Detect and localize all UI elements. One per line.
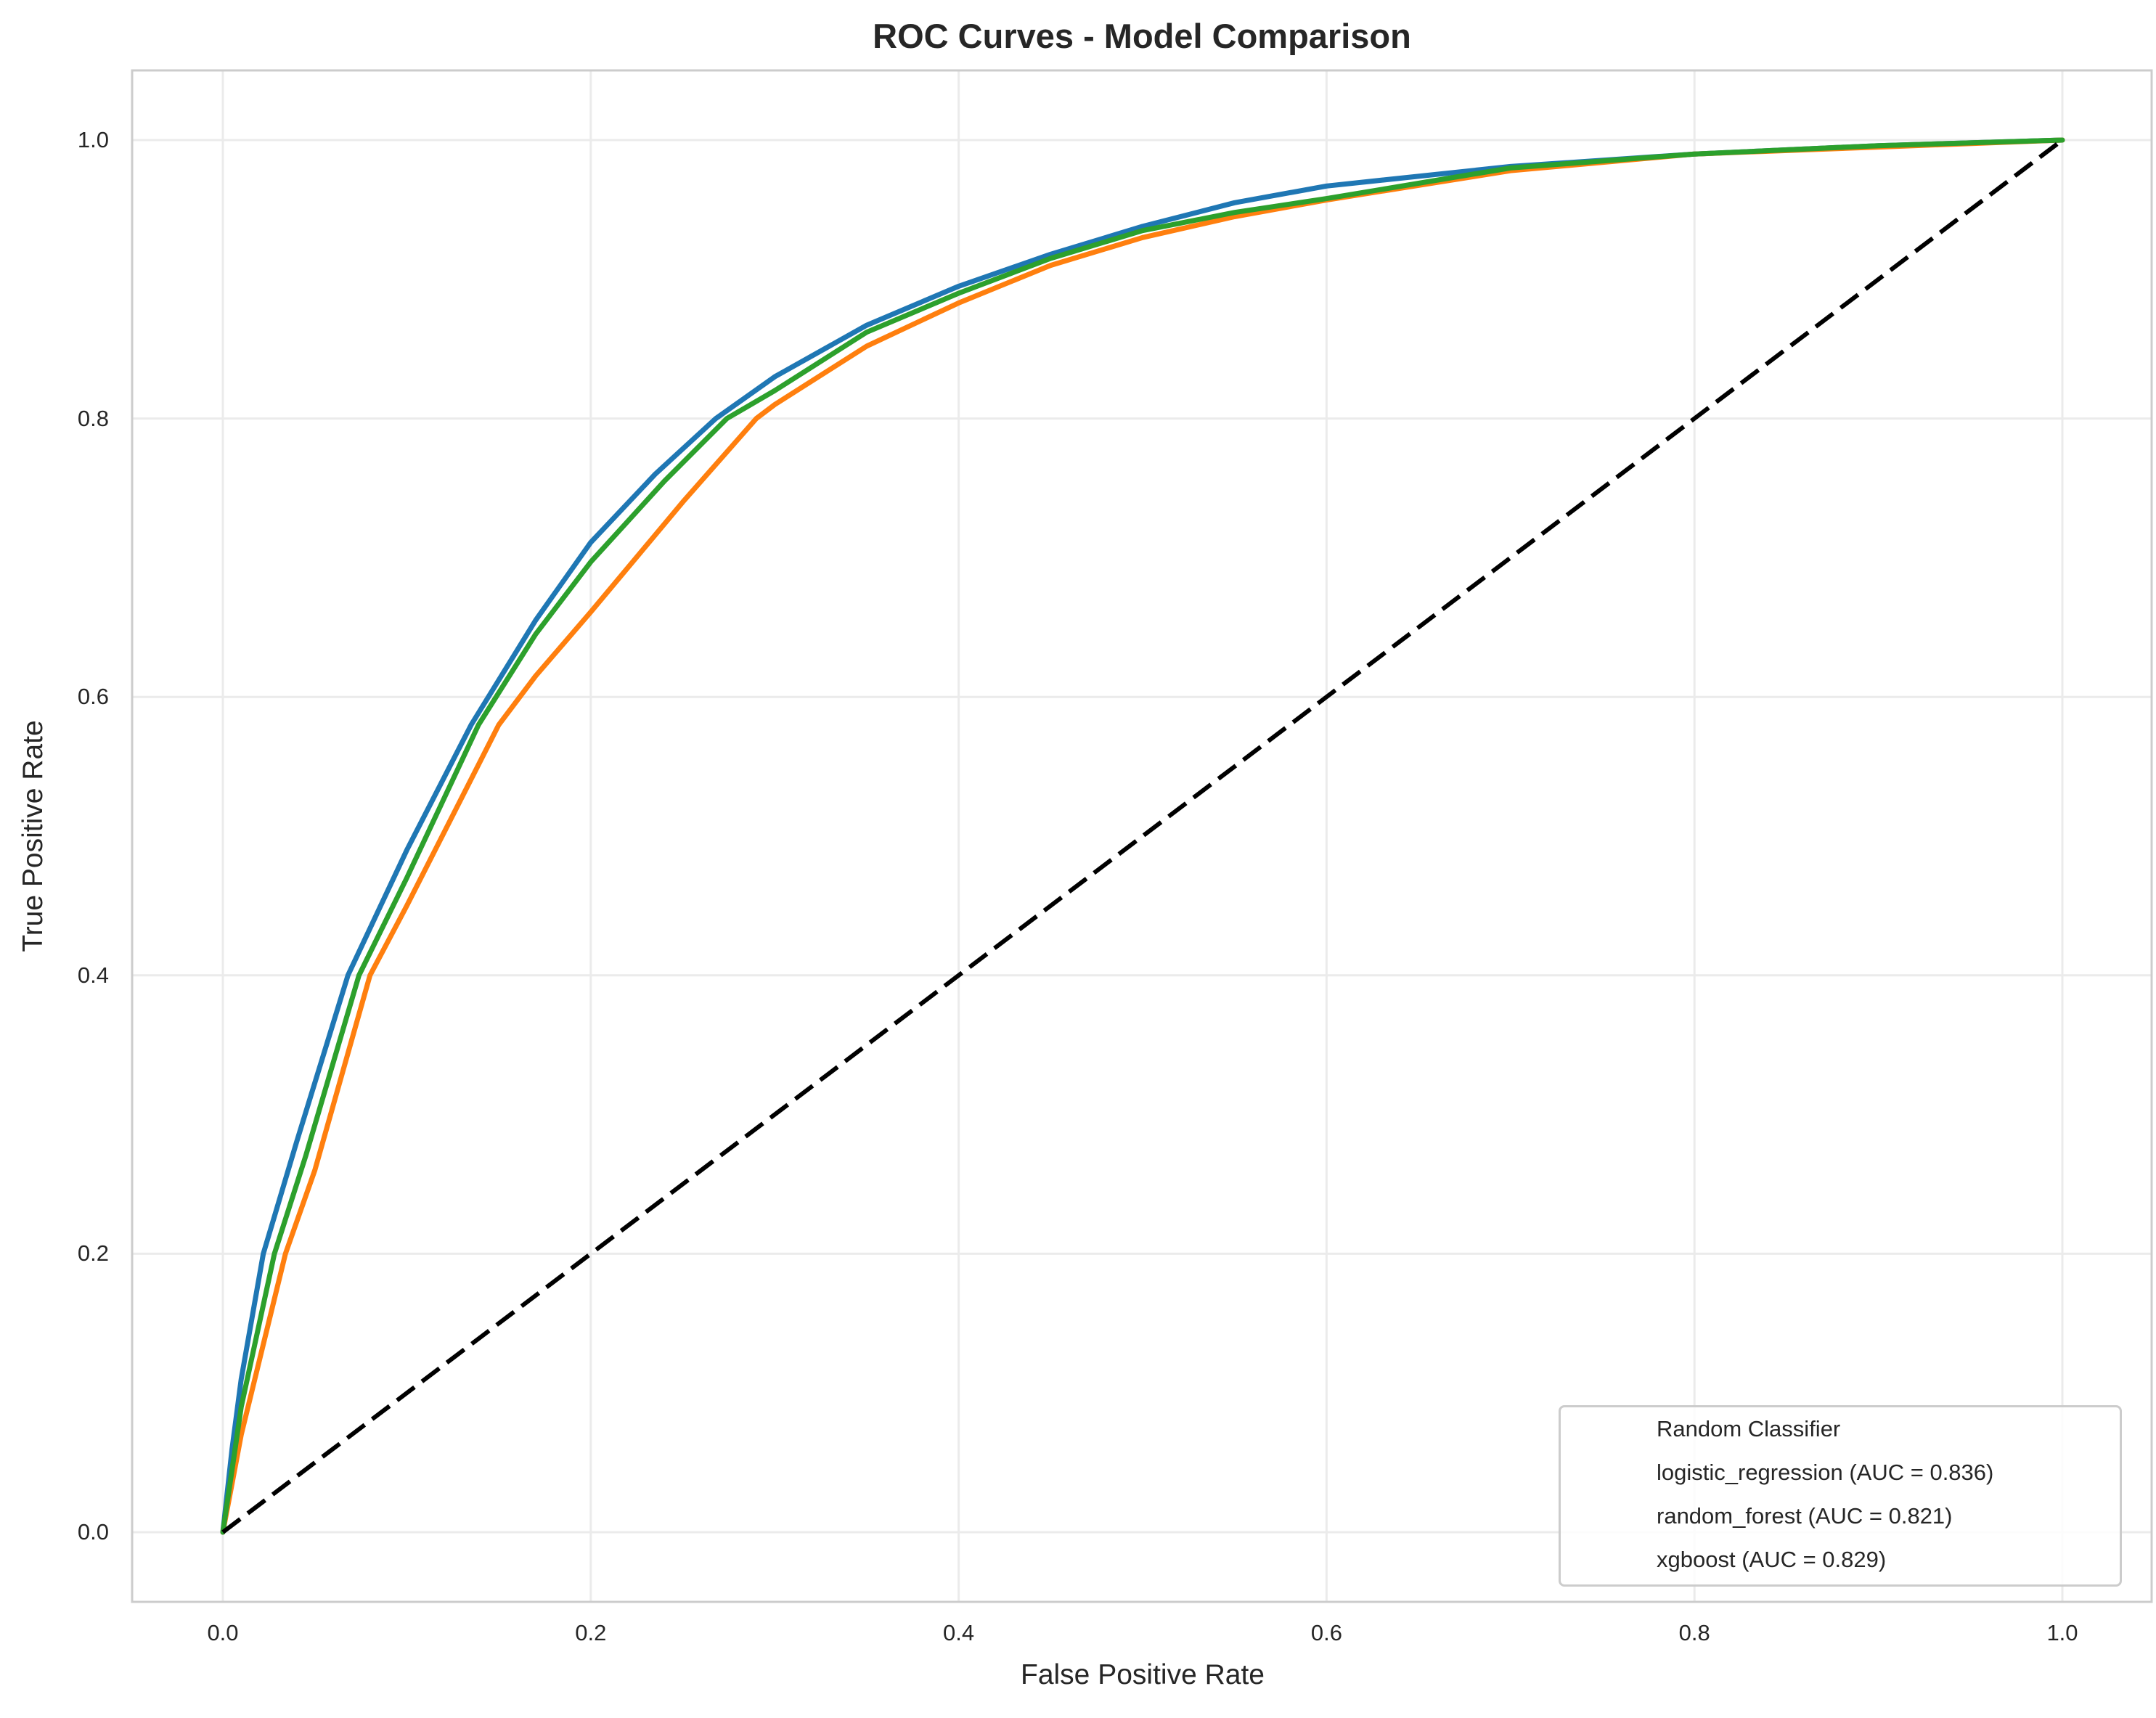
- x-tick: 0.6: [1310, 1620, 1342, 1645]
- grid-lines: [132, 70, 2152, 1602]
- x-tick: 1.0: [2046, 1620, 2078, 1645]
- legend-label: xgboost (AUC = 0.829): [1657, 1547, 1887, 1572]
- legend-label: logistic_regression (AUC = 0.836): [1657, 1460, 1994, 1485]
- series-line-logistic-regression: [220, 137, 2065, 1535]
- y-axis-label: True Positive Rate: [17, 720, 49, 952]
- y-tick: 0.4: [77, 962, 109, 988]
- x-tick: 0.0: [207, 1620, 239, 1645]
- y-tick: 1.0: [77, 127, 109, 152]
- y-tick: 0.8: [77, 405, 109, 431]
- legend-item-logistic-regression: logistic_regression (AUC = 0.836): [1561, 1457, 2120, 1493]
- legend-label: random_forest (AUC = 0.821): [1657, 1503, 1953, 1529]
- axes-frame: [131, 69, 2153, 1603]
- x-axis-label: False Positive Rate: [1021, 1659, 1265, 1690]
- series-line-random-classifier: [221, 138, 2064, 1534]
- chart-title: ROC Curves - Model Comparison: [873, 17, 1411, 55]
- legend-item-random-classifier: Random Classifier: [1561, 1413, 2120, 1449]
- x-tick: 0.4: [943, 1620, 975, 1645]
- y-tick: 0.0: [77, 1519, 109, 1545]
- series-line-xgboost: [220, 137, 2065, 1535]
- legend: Random Classifier logistic_regression (A…: [1559, 1405, 2122, 1587]
- y-tick: 0.6: [77, 684, 109, 710]
- legend-item-xgboost: xgboost (AUC = 0.829): [1561, 1544, 2120, 1580]
- x-tick: 0.8: [1678, 1620, 1710, 1645]
- y-tick: 0.2: [77, 1240, 109, 1267]
- legend-label: Random Classifier: [1657, 1416, 1841, 1441]
- x-tick: 0.2: [575, 1620, 607, 1645]
- series-lines: [220, 137, 2065, 1535]
- legend-item-random-forest: random_forest (AUC = 0.821): [1561, 1500, 2120, 1537]
